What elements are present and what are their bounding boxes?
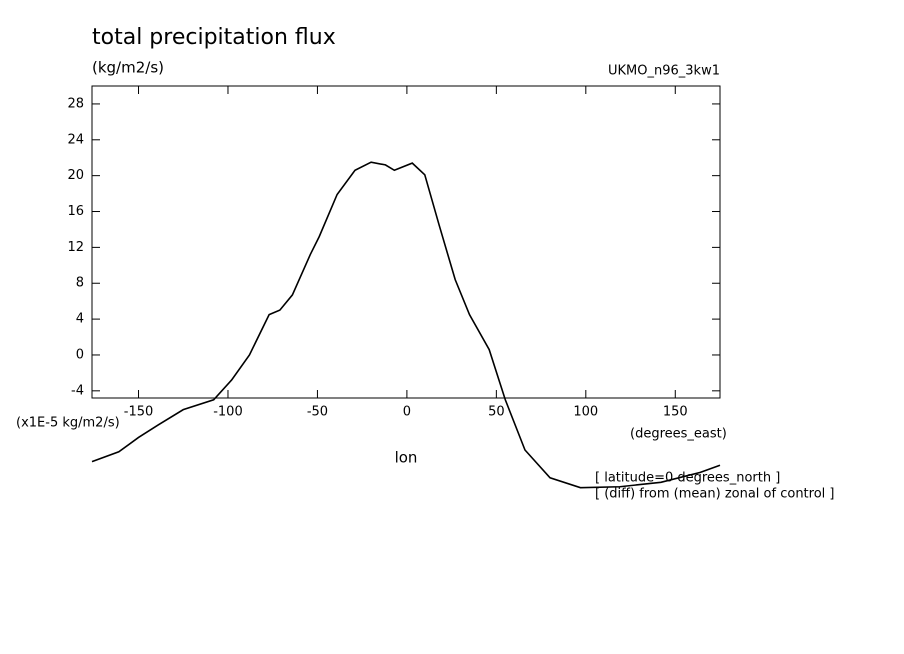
annotation: [ (diff) from (mean) zonal of control ] (595, 487, 834, 502)
annotation: [ latitude=0 degrees_north ] (595, 471, 780, 486)
x-axis-label: lon (395, 449, 418, 467)
x-tick-label: 150 (663, 405, 688, 420)
x-tick-label: -100 (213, 405, 243, 420)
x-units: (degrees_east) (630, 427, 727, 442)
dataset-label: UKMO_n96_3kw1 (608, 64, 720, 79)
y-tick-label: 16 (67, 204, 84, 219)
y-tick-label: 8 (76, 276, 84, 291)
data-line (91, 161, 721, 489)
x-tick-label: -50 (307, 405, 328, 420)
y-tick-label: 20 (67, 168, 84, 183)
x-tick-label: 0 (403, 405, 411, 420)
x-tick-label: 50 (488, 405, 505, 420)
y-tick-label: 0 (76, 347, 84, 362)
x-tick-label: 100 (573, 405, 598, 420)
y-tick-label: -4 (71, 383, 84, 398)
y-axis-label: (x1E-5 kg/m2/s) (16, 416, 120, 431)
y-tick-label: 12 (67, 240, 84, 255)
y-tick-label: 28 (67, 96, 84, 111)
plot-frame (91, 85, 721, 399)
x-tick-label: -150 (124, 405, 154, 420)
y-tick-label: 4 (76, 312, 84, 327)
y-tick-label: 24 (67, 132, 84, 147)
units: (kg/m2/s) (92, 59, 164, 77)
chart-title: total precipitation flux (92, 25, 336, 50)
